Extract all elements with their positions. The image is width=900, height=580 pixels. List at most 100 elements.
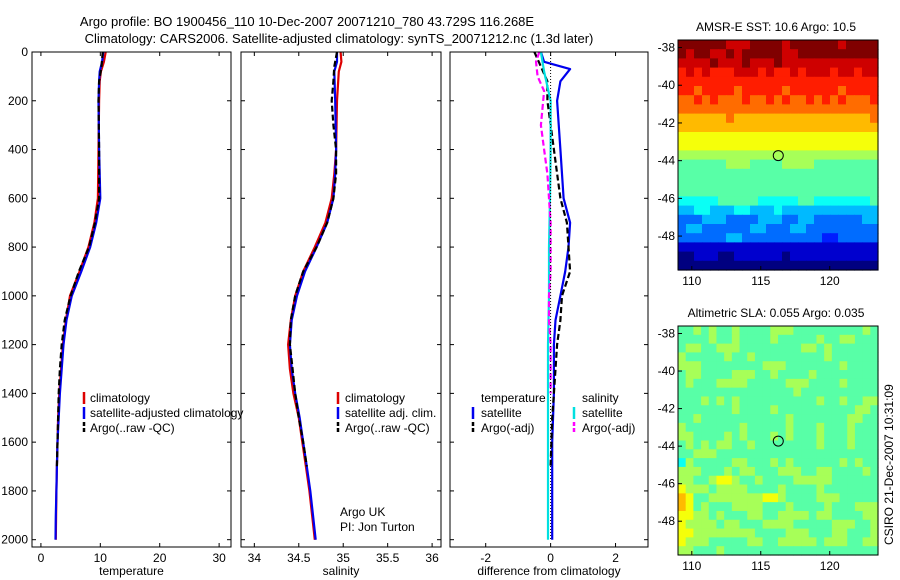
sla-map-cell [724, 484, 733, 494]
sst-map-cell [686, 104, 695, 115]
temperature-y-tick-label: 200 [8, 94, 28, 108]
sst-map-cell [862, 150, 871, 161]
sst-map-cell [838, 159, 847, 170]
sla-map-cell [747, 352, 756, 362]
sla-map-cell [708, 484, 718, 494]
sst-map-cell [742, 122, 751, 133]
sla-map-cell [870, 343, 879, 354]
sst-map-cell [814, 251, 823, 262]
sla-map-cell [793, 510, 802, 521]
sst-map-cell [862, 141, 871, 151]
sst-map-cell [774, 178, 783, 188]
sst-map-cell [742, 95, 751, 105]
sla-map-cell [708, 546, 718, 556]
sst-map-cell [798, 150, 807, 161]
sla-map-cell [739, 378, 748, 389]
sla-map-cell [747, 334, 756, 345]
sst-map-cell [758, 76, 767, 87]
sst-map-cell [782, 242, 791, 253]
sla-map-cell [770, 326, 779, 336]
sst-map-cell [854, 76, 863, 87]
sst-map-cell [782, 196, 791, 207]
sst-map-cell [790, 113, 799, 124]
sla-map-cell [862, 502, 871, 512]
sst-map-cell [814, 132, 823, 142]
sla-map-cell [831, 537, 841, 547]
sst-map-cell [830, 95, 839, 105]
sst-map-cell [830, 104, 839, 115]
sst-map-cell [750, 113, 759, 124]
sst-map-cell [798, 178, 807, 188]
sst-map-cell [806, 67, 815, 78]
sst-map-cell [710, 141, 719, 151]
sla-map-cell [816, 378, 825, 389]
sla-map-cell [854, 414, 864, 424]
sla-map-cell [847, 352, 856, 362]
sst-map-cell [798, 76, 807, 87]
sst-map-cell [742, 49, 751, 59]
sst-map-cell [702, 251, 711, 262]
sla-map-cell [747, 528, 756, 538]
sst-map-cell [854, 132, 863, 142]
sst-map-cell [710, 251, 719, 262]
sst-map-cell [870, 251, 879, 262]
sst-map-cell [782, 132, 791, 142]
temperature-series-argo-raw-qc [55, 51, 104, 467]
sla-map-cell [801, 510, 810, 521]
sst-map-cell [814, 260, 823, 271]
temperature-y-tick-label: 1400 [1, 386, 28, 400]
sla-map-cell [754, 449, 764, 459]
sst-map-cell [806, 205, 815, 216]
sla-map-cell [693, 343, 702, 354]
sst-map-cell [838, 150, 847, 161]
sla-map-cell [678, 326, 687, 336]
sla-map-cell [708, 510, 718, 521]
difference-x-axis-label: difference from climatology [477, 564, 620, 578]
sla-map-cell [678, 449, 687, 459]
sla-map-cell [778, 449, 787, 459]
sla-map-cell [831, 370, 841, 380]
sla-map-cell [839, 475, 848, 486]
sst-map-cell [694, 40, 703, 50]
sst-map-cell [702, 224, 711, 234]
sst-map-cell [838, 214, 847, 225]
sla-map-cell [870, 352, 879, 362]
sst-map-cell [726, 49, 735, 59]
sla-map-cell [747, 378, 756, 389]
sla-map-cell [839, 370, 848, 380]
sla-map-cell [731, 387, 741, 398]
sla-map-cell [685, 370, 694, 380]
sla-map-cell [708, 414, 718, 424]
sla-map-cell [708, 449, 718, 459]
sst-map-cell [838, 76, 847, 87]
sst-map-cell [742, 113, 751, 124]
sla-map-cell [847, 431, 856, 442]
sst-map-cell [758, 58, 767, 69]
sst-map-cell [750, 214, 759, 225]
sst-map-cell [798, 251, 807, 262]
sla-map-cell [870, 387, 879, 398]
sla-map-cell [708, 378, 718, 389]
sst-map-cell [694, 86, 703, 96]
sla-map-cell [693, 466, 702, 477]
sla-map-cell [716, 466, 725, 477]
sst-map-panel: 110 115 120 -38 -40 -42 -44 -46 -48 [658, 39, 879, 288]
sst-map-cell [718, 104, 727, 115]
sla-map-cell [847, 343, 856, 354]
sla-map-cell [701, 387, 710, 398]
sla-map-cell [808, 449, 818, 459]
sst-map-cell [734, 132, 743, 142]
sla-map-cell [808, 343, 818, 354]
difference-series-salinity-satellite [539, 51, 552, 540]
sla-map-cell [793, 440, 802, 450]
sst-map-cell [782, 67, 791, 78]
sla-map-cell [716, 422, 725, 433]
sst-map-cell [838, 132, 847, 142]
sla-map-cell [824, 519, 833, 530]
sst-map-cell [814, 49, 823, 59]
sst-map-cell [758, 113, 767, 124]
sla-map-cell [785, 414, 794, 424]
sla-map-y-tick-label: -38 [658, 327, 676, 341]
sst-map-cell [870, 178, 879, 188]
sst-map-cell [838, 205, 847, 216]
